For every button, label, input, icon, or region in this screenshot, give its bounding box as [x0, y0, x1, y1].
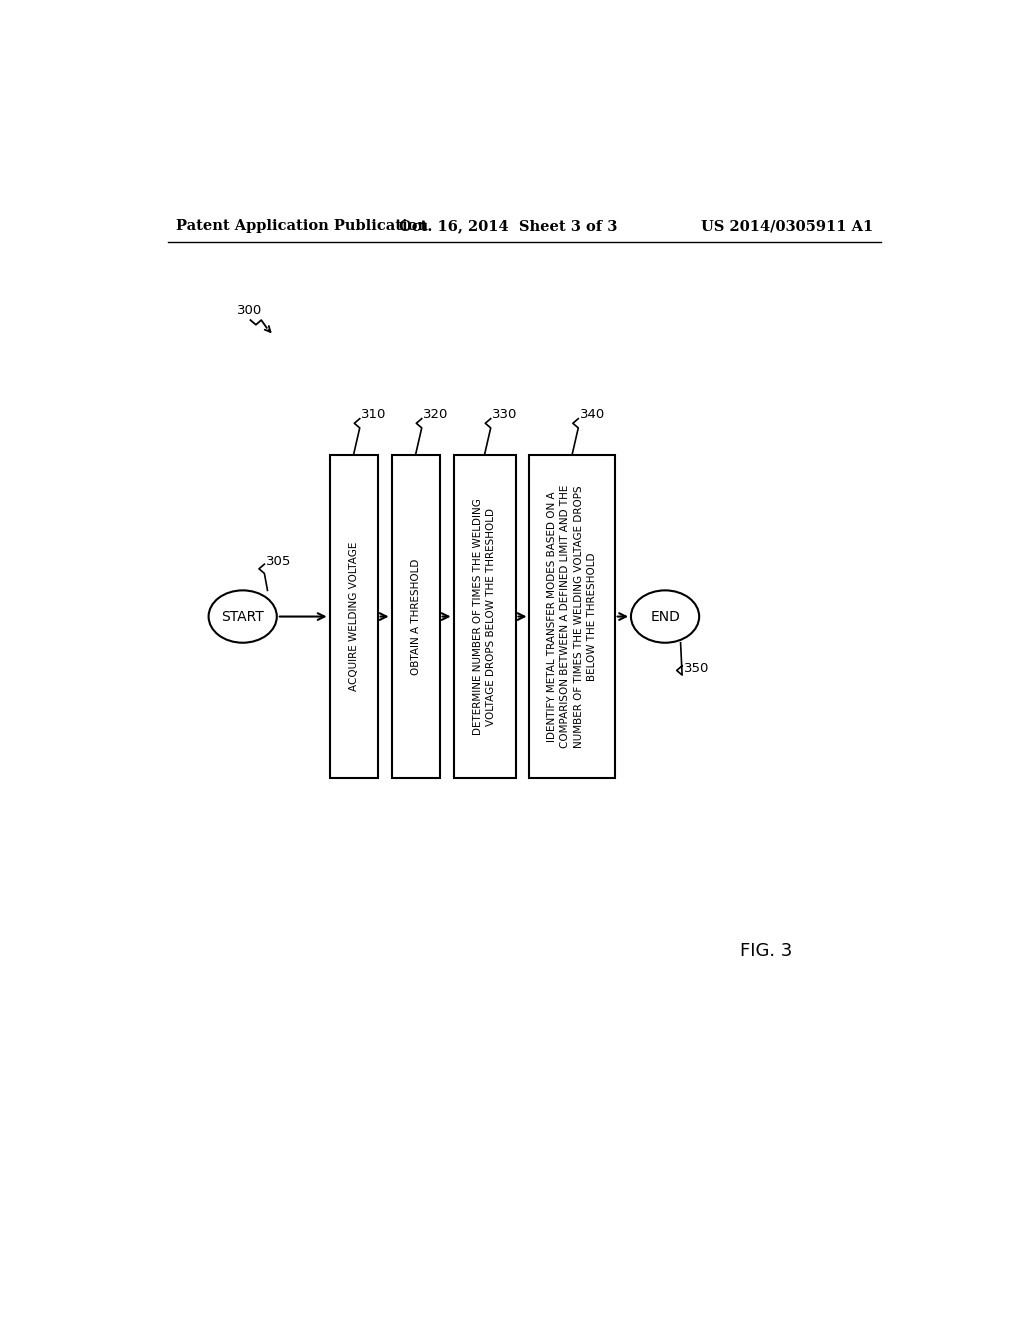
Text: 350: 350: [684, 663, 709, 676]
Text: 330: 330: [493, 408, 517, 421]
Bar: [391, 455, 439, 779]
Text: 300: 300: [237, 305, 262, 317]
Bar: [529, 455, 614, 779]
Text: 310: 310: [361, 408, 387, 421]
Text: ACQUIRE WELDING VOLTAGE: ACQUIRE WELDING VOLTAGE: [348, 543, 358, 692]
Text: END: END: [650, 610, 680, 623]
Text: IDENTIFY METAL TRANSFER MODES BASED ON A
COMPARISON BETWEEN A DEFINED LIMIT AND : IDENTIFY METAL TRANSFER MODES BASED ON A…: [547, 484, 597, 748]
Text: START: START: [221, 610, 264, 623]
Text: Oct. 16, 2014  Sheet 3 of 3: Oct. 16, 2014 Sheet 3 of 3: [398, 219, 616, 234]
Text: FIG. 3: FIG. 3: [740, 942, 793, 961]
Bar: [330, 455, 378, 779]
Text: 305: 305: [266, 554, 291, 568]
Text: US 2014/0305911 A1: US 2014/0305911 A1: [701, 219, 873, 234]
Text: 340: 340: [580, 408, 605, 421]
Text: DETERMINE NUMBER OF TIMES THE WELDING
VOLTAGE DROPS BELOW THE THRESHOLD: DETERMINE NUMBER OF TIMES THE WELDING VO…: [473, 498, 496, 735]
Text: 320: 320: [423, 408, 449, 421]
Text: OBTAIN A THRESHOLD: OBTAIN A THRESHOLD: [411, 558, 421, 675]
Text: Patent Application Publication: Patent Application Publication: [176, 219, 428, 234]
Bar: [454, 455, 515, 779]
